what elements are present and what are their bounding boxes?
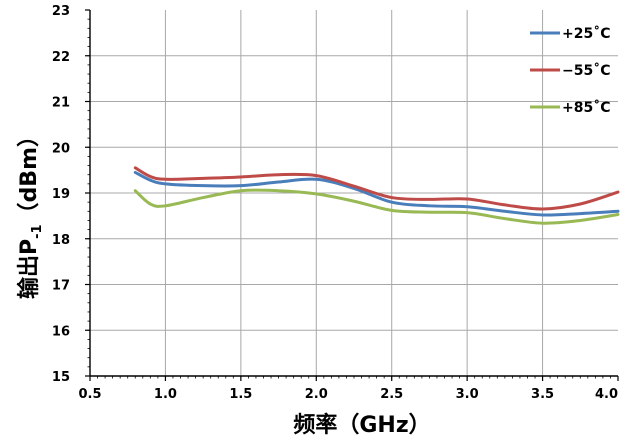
x-tick-label: 1.0: [154, 387, 177, 402]
x-axis-title: 频率（GHz）: [293, 412, 430, 438]
series-line: [133, 188, 620, 225]
series-lines: [133, 166, 620, 225]
y-tick-label: 21: [52, 96, 70, 111]
x-tick-label: 2.0: [305, 387, 328, 402]
x-tick-labels: 0.5 1.0 1.5 2.0 2.5 3.0 3.5 4.0: [78, 387, 618, 402]
gridlines: [90, 10, 618, 376]
series-line: [133, 166, 620, 211]
y-tick-label: 18: [52, 233, 70, 248]
series-line: [133, 170, 620, 217]
x-tick-label: 1.5: [229, 387, 252, 402]
y-tick-label: 16: [52, 324, 70, 339]
legend-label: −55˚C: [562, 62, 611, 79]
axes: [85, 9, 619, 381]
y-axis-title-main: 输出P: [16, 239, 42, 299]
y-tick-label: 19: [52, 187, 70, 202]
legend-label: +25˚C: [562, 25, 611, 42]
x-tick-label: 4.0: [595, 387, 618, 402]
svg-text:输出P-1（dBm）: 输出P-1（dBm）: [16, 125, 45, 299]
y-tick-label: 23: [52, 4, 70, 19]
x-tick-label: 3.0: [456, 387, 479, 402]
x-tick-label: 2.5: [380, 387, 403, 402]
y-axis-title-subscript: -1: [30, 224, 45, 238]
y-tick-labels: 15 16 17 18 19 20 21 22 23: [52, 4, 70, 385]
y-axis-title-unit: （dBm）: [17, 125, 42, 224]
x-tick-label: 0.5: [78, 387, 101, 402]
legend-label: +85˚C: [562, 99, 611, 116]
y-tick-label: 15: [52, 370, 70, 385]
legend: +25˚C −55˚C +85˚C: [530, 25, 611, 116]
x-tick-label: 3.5: [531, 387, 554, 402]
y-tick-label: 22: [52, 50, 70, 65]
y-axis-title: 输出P-1（dBm）: [16, 125, 45, 299]
y-tick-label: 20: [52, 141, 70, 156]
y-tick-label: 17: [52, 279, 70, 294]
